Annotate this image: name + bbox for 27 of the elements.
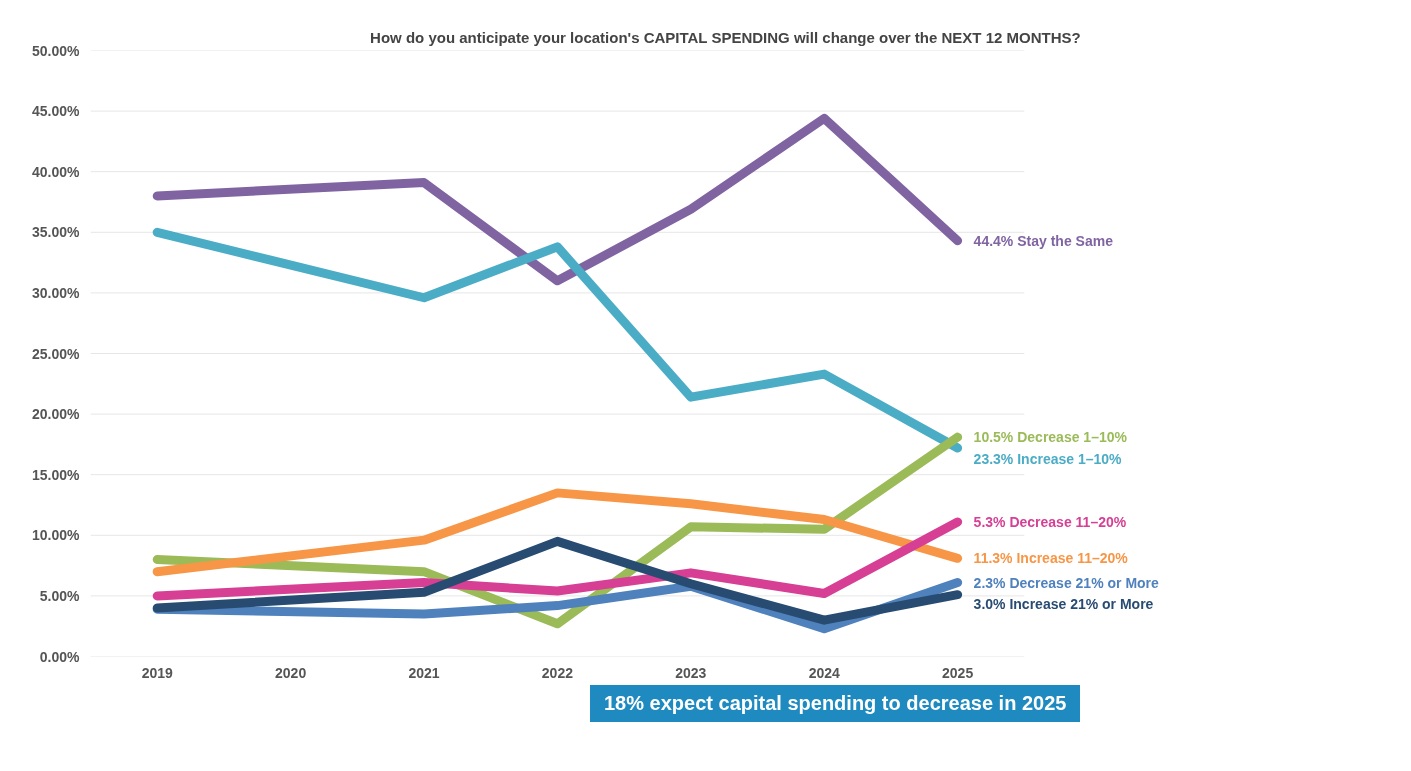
y-tick-label: 45.00% xyxy=(32,103,81,120)
x-tick-label: 2020 xyxy=(275,664,307,681)
y-tick-label: 40.00% xyxy=(32,163,81,180)
series-label: 10.5% Decrease 1–10% xyxy=(973,429,1128,446)
series-label: 5.3% Decrease 11–20% xyxy=(973,513,1127,530)
y-tick-label: 15.00% xyxy=(32,466,81,483)
y-tick-label: 25.00% xyxy=(32,345,81,362)
text: 18% expect capital spending to decrease in 2025 xyxy=(604,691,1067,716)
y-tick-label: 30.00% xyxy=(32,284,81,301)
series-label: 11.3% Increase 11–20% xyxy=(973,550,1129,567)
y-tick-label: 35.00% xyxy=(32,224,81,241)
series-label: 23.3% Increase 1–10% xyxy=(973,450,1123,467)
y-tick-label: 10.00% xyxy=(32,527,81,544)
series-label: 44.4% Stay the Same xyxy=(973,232,1114,249)
x-tick-label: 2024 xyxy=(808,664,840,681)
y-tick-label: 5.00% xyxy=(39,587,81,604)
x-tick-label: 2025 xyxy=(942,664,974,681)
chart-title: How do you anticipate your location's CAPITAL SPENDING will change over the NEXT 12 MONTHS? xyxy=(370,28,1081,46)
y-tick-label: 50.00% xyxy=(32,42,81,59)
y-tick-label: 20.00% xyxy=(32,406,81,423)
series-label: 2.3% Decrease 21% or More xyxy=(973,574,1160,591)
x-tick-label: 2019 xyxy=(141,664,173,681)
x-tick-label: 2021 xyxy=(408,664,440,681)
y-tick-label: 0.00% xyxy=(39,648,81,665)
series-label: 3.0% Increase 21% or More xyxy=(973,596,1154,613)
x-tick-label: 2022 xyxy=(541,664,574,681)
x-tick-label: 2023 xyxy=(675,664,707,681)
